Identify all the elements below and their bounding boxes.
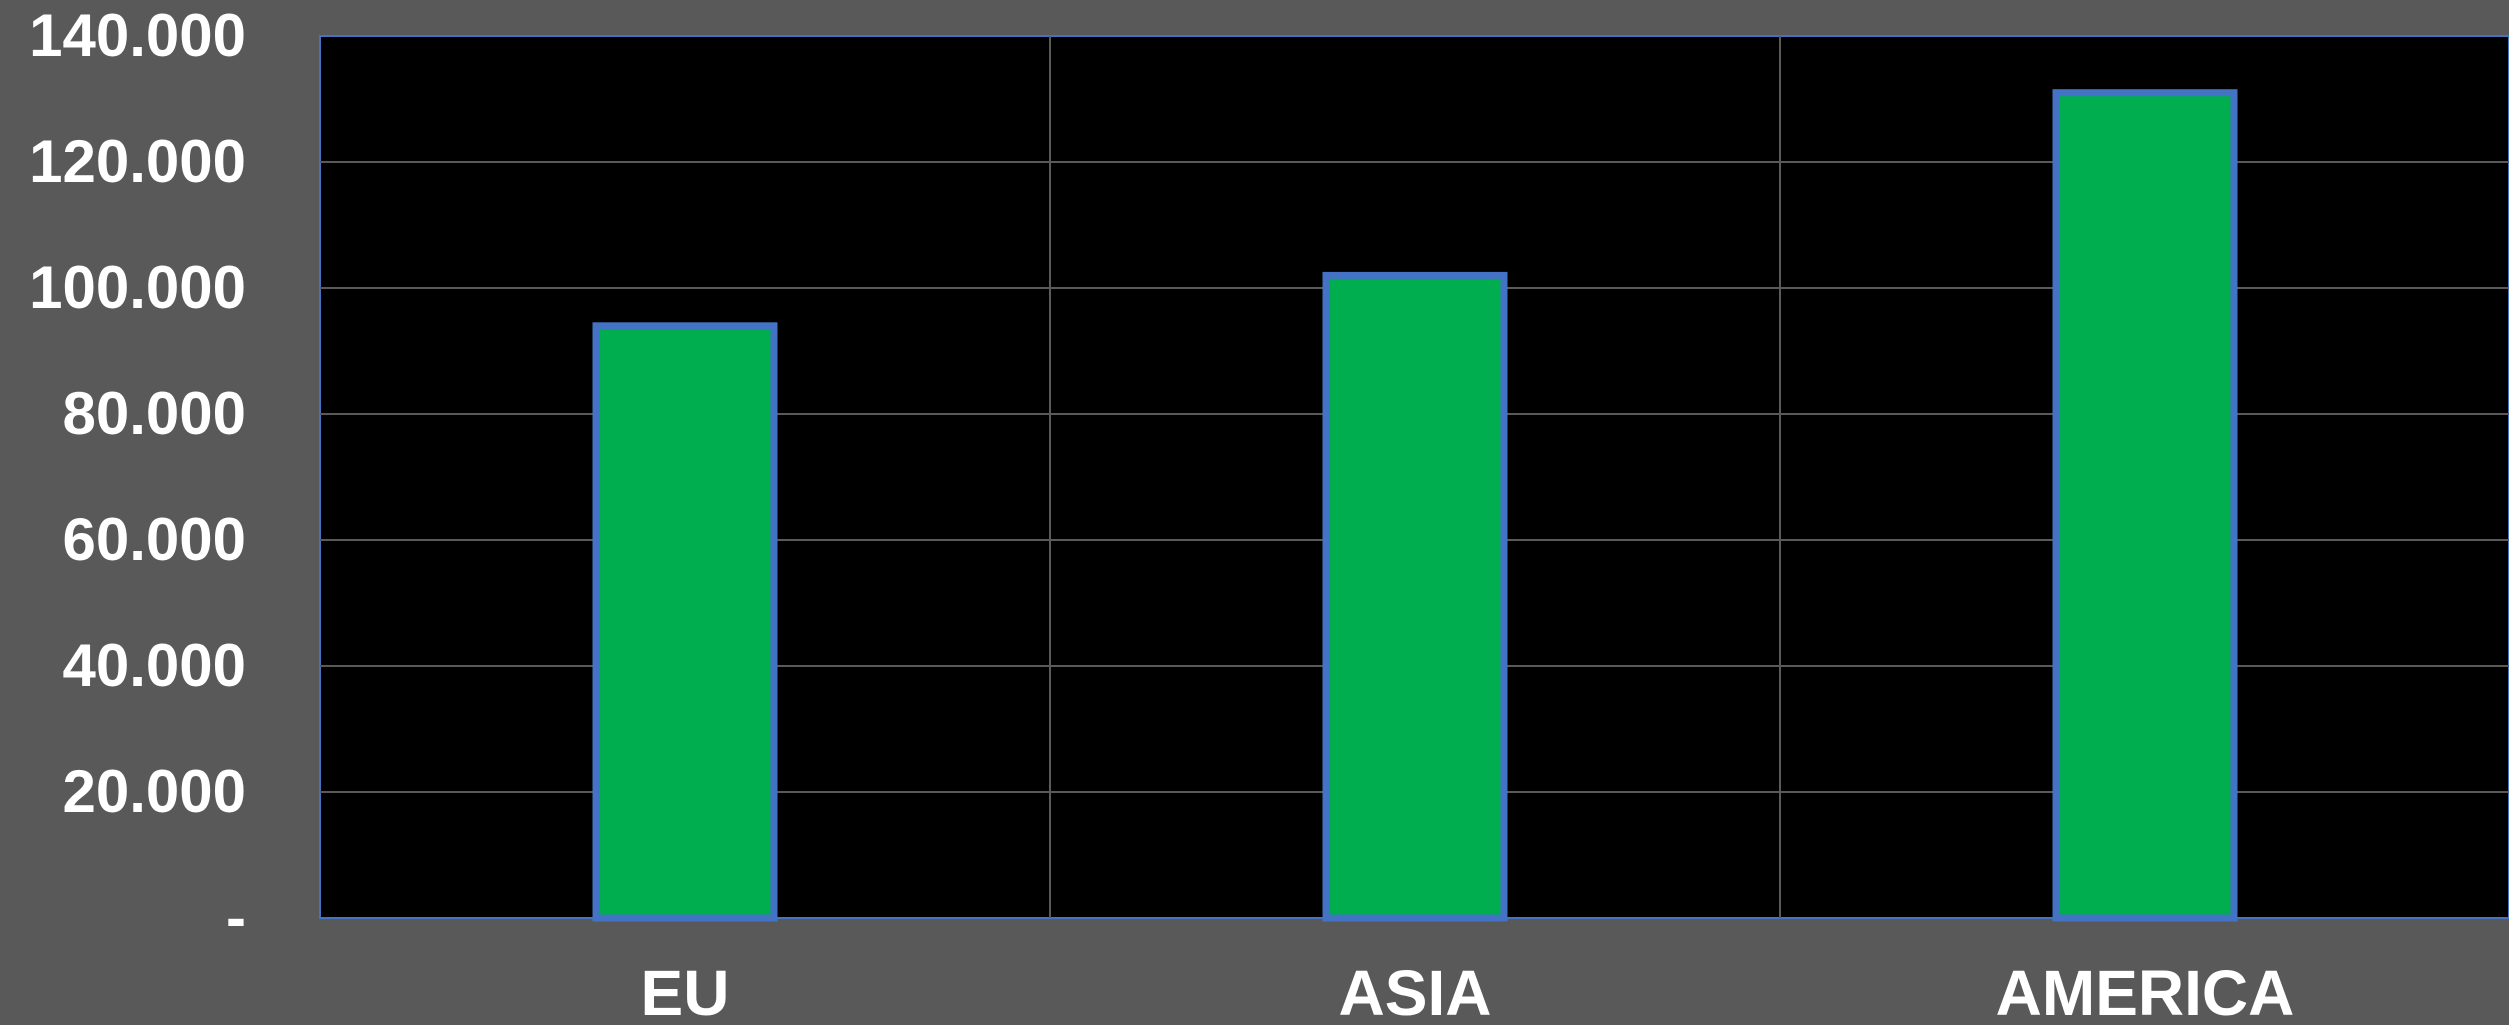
y-tick-label: 80.000 <box>62 380 246 447</box>
y-tick-label: 120.000 <box>29 128 246 195</box>
y-tick-label: 100.000 <box>29 254 246 321</box>
y-tick-label: 40.000 <box>62 632 246 699</box>
x-category-label: AMERICA <box>1996 957 2295 1025</box>
x-category-label: ASIA <box>1339 957 1492 1025</box>
bar-asia <box>1322 271 1508 922</box>
x-category-label: EU <box>641 957 730 1025</box>
bar-america <box>2052 89 2238 922</box>
y-tick-label: 60.000 <box>62 506 246 573</box>
bar-eu <box>592 322 778 922</box>
y-tick-label: - <box>226 884 246 951</box>
y-tick-label: 140.000 <box>29 2 246 69</box>
y-tick-label: 20.000 <box>62 758 246 825</box>
